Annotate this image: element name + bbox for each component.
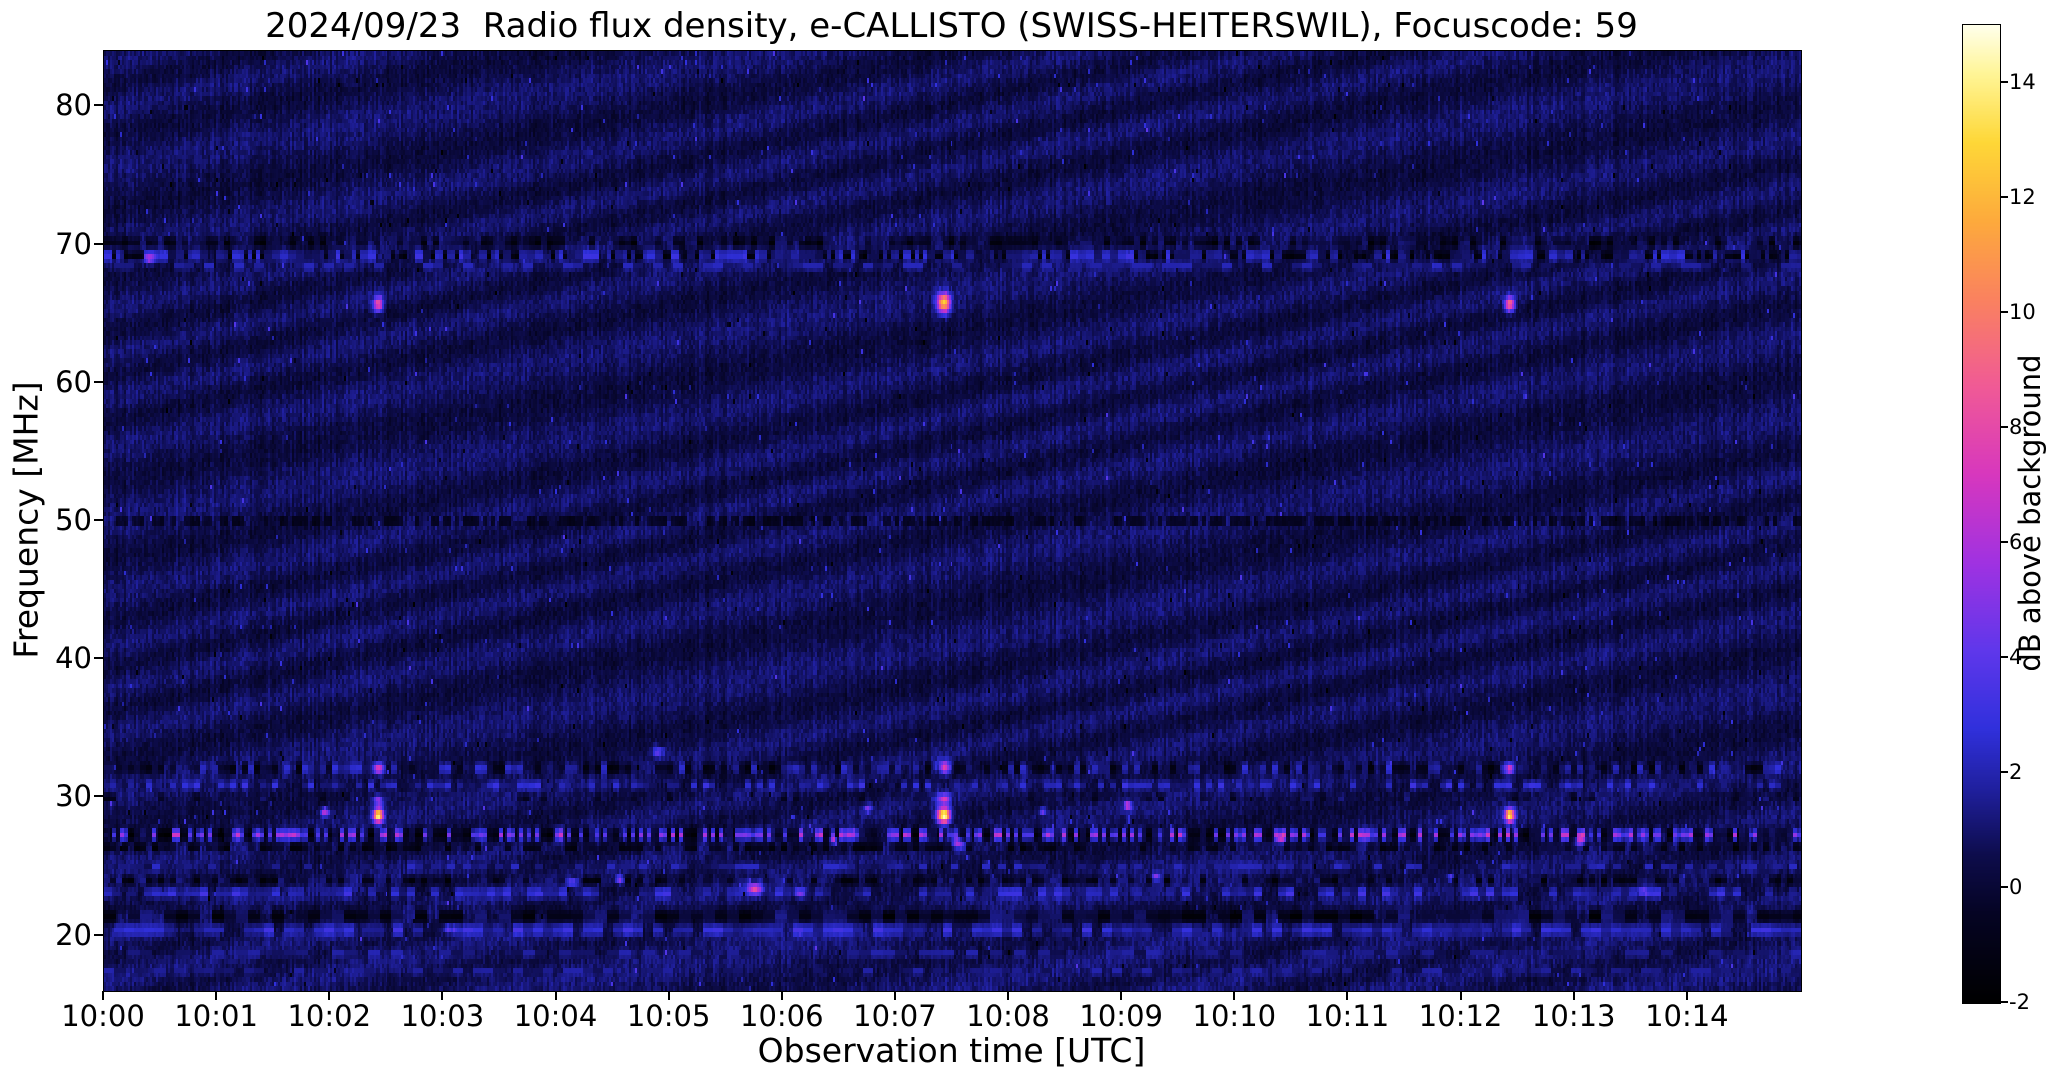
y-tick-label: 40 — [55, 641, 92, 676]
colorbar-tick-label: 12 — [2009, 184, 2036, 209]
colorbar-tick-label: 2 — [2009, 759, 2023, 784]
spectrogram-canvas — [103, 50, 1802, 992]
y-tick-label: 30 — [55, 779, 92, 814]
x-axis-label: Observation time [UTC] — [757, 1031, 1146, 1067]
colorbar-tick-mark — [2001, 310, 2008, 313]
colorbar-label: dB above background — [2013, 354, 2047, 672]
colorbar-tick-label: -2 — [2009, 990, 2030, 1014]
x-tick-mark — [215, 991, 218, 1000]
x-tick-label: 10:04 — [513, 999, 598, 1033]
x-tick-mark — [1120, 991, 1123, 1000]
x-tick-mark — [554, 991, 557, 1000]
colorbar-tick-mark — [2001, 425, 2008, 428]
x-tick-mark — [1233, 991, 1236, 1000]
x-tick-mark — [102, 991, 104, 1000]
colorbar-tick-mark — [2001, 195, 2008, 198]
x-tick-label: 10:11 — [1305, 999, 1390, 1033]
x-tick-label: 10:13 — [1531, 999, 1616, 1033]
x-tick-label: 10:03 — [400, 999, 485, 1033]
colorbar-tick-label: 6 — [2009, 529, 2023, 554]
x-tick-label: 10:07 — [853, 999, 937, 1033]
x-tick-label: 10:09 — [1079, 999, 1163, 1033]
y-tick-mark — [94, 104, 103, 107]
x-tick-label: 10:00 — [61, 999, 145, 1033]
colorbar-tick-mark — [2001, 80, 2008, 83]
y-tick-label: 80 — [55, 88, 92, 123]
y-tick-label: 20 — [55, 917, 92, 952]
x-tick-mark — [1459, 991, 1462, 1000]
y-tick-mark — [94, 795, 103, 798]
y-tick-label: 70 — [55, 226, 92, 261]
colorbar-tick-label: 10 — [2009, 299, 2036, 324]
y-tick-mark — [94, 933, 103, 936]
x-tick-label: 10:10 — [1192, 999, 1277, 1033]
colorbar-tick-label: 4 — [2009, 644, 2023, 669]
colorbar-tick-mark — [2001, 655, 2008, 658]
y-tick-label: 50 — [55, 503, 92, 537]
colorbar-tick-mark — [2001, 540, 2008, 543]
colorbar-tick-label: 14 — [2009, 69, 2036, 94]
y-tick-mark — [94, 242, 103, 245]
x-tick-mark — [780, 991, 783, 1000]
x-tick-label: 10:05 — [626, 999, 711, 1033]
colorbar-tick-label: 8 — [2009, 414, 2023, 439]
y-tick-mark — [94, 380, 103, 383]
x-tick-label: 10:14 — [1645, 999, 1729, 1033]
x-tick-label: 10:06 — [740, 999, 824, 1033]
x-tick-label: 10:02 — [287, 999, 372, 1033]
colorbar-tick-mark — [2001, 1001, 2008, 1003]
y-tick-label: 60 — [55, 364, 92, 399]
x-tick-mark — [1007, 991, 1010, 1000]
chart-title: 2024/09/23 Radio flux density, e-CALLIST… — [265, 6, 1638, 46]
x-tick-mark — [1346, 991, 1349, 1000]
colorbar-canvas — [1962, 24, 2001, 1004]
colorbar-tick-mark — [2001, 885, 2008, 888]
x-tick-mark — [893, 991, 896, 1000]
x-tick-mark — [328, 991, 331, 1000]
x-tick-mark — [667, 991, 670, 1000]
x-tick-mark — [441, 991, 444, 1000]
x-tick-mark — [1572, 991, 1575, 1000]
x-tick-label: 10:01 — [174, 999, 258, 1033]
y-tick-mark — [94, 519, 103, 521]
x-tick-label: 10:12 — [1418, 999, 1503, 1033]
x-tick-label: 10:08 — [966, 999, 1050, 1033]
colorbar-tick-label: 0 — [2009, 874, 2023, 899]
x-tick-mark — [1685, 991, 1688, 1000]
colorbar-tick-mark — [2001, 770, 2008, 773]
y-tick-mark — [94, 657, 103, 660]
